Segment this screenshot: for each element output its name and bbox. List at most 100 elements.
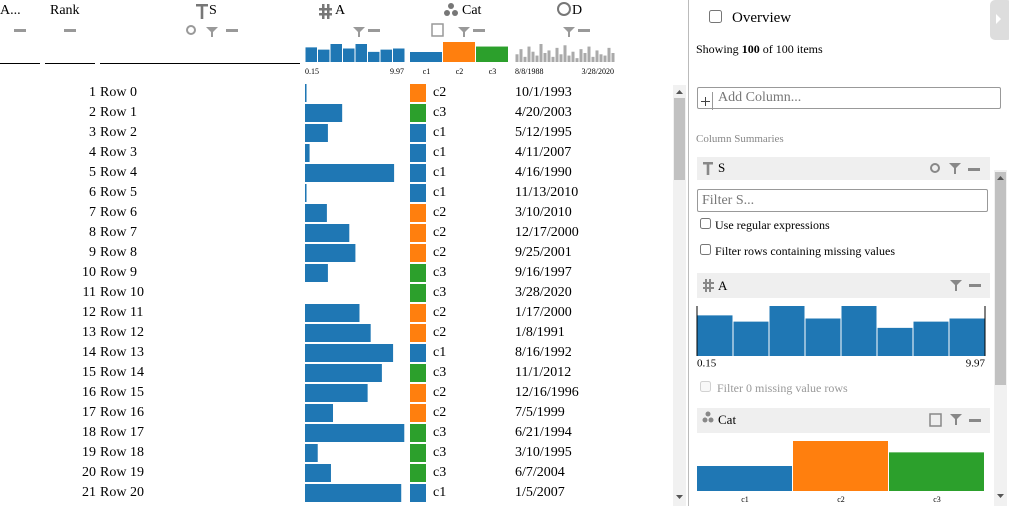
cat-swatch — [410, 224, 426, 242]
hist-bar — [913, 321, 949, 356]
hist-bar — [519, 49, 523, 62]
cat-swatch — [410, 444, 426, 462]
hist-bar — [559, 54, 563, 62]
a-bar — [305, 144, 310, 162]
overview[interactable]: Overview — [709, 10, 791, 27]
a-bar — [305, 364, 382, 382]
rank: 3 — [89, 125, 96, 140]
cat-swatch — [410, 144, 426, 162]
col-header[interactable]: A... — [0, 3, 21, 18]
row-label: Row 9 — [100, 265, 137, 280]
add-column[interactable]: Add Column... — [697, 87, 1001, 110]
a-min: 0.15 — [305, 67, 319, 76]
rank: 5 — [89, 165, 96, 180]
regex-option[interactable]: Use regular expressions — [700, 218, 830, 233]
missing-a: Filter 0 missing value rows — [700, 381, 848, 396]
row-label: Row 12 — [100, 325, 144, 340]
rank: 7 — [89, 205, 96, 220]
cat-label: c1 — [423, 67, 431, 76]
hist-bar — [330, 44, 342, 62]
hist-bar — [575, 58, 579, 62]
cat-bar — [443, 42, 475, 62]
rank: 6 — [89, 185, 96, 200]
date: 6/7/2004 — [515, 465, 565, 480]
label: Use regular expressions — [715, 218, 830, 232]
cat-value: c1 — [433, 165, 446, 180]
a-bar — [305, 344, 394, 362]
count: 100 — [741, 42, 760, 56]
col-header[interactable]: D — [572, 3, 582, 18]
cat-value: c1 — [433, 185, 446, 200]
hist-bar — [583, 53, 587, 62]
a-max: 9.97 — [390, 67, 404, 76]
col-header[interactable]: Rank — [50, 3, 80, 18]
row-label: Row 17 — [100, 425, 144, 440]
panel-scroll-thumb[interactable] — [995, 172, 1006, 385]
hist-bar — [523, 56, 527, 62]
a-bar — [305, 184, 307, 202]
hist-bar — [318, 49, 330, 62]
hist-bar — [567, 55, 571, 62]
a-bar — [305, 464, 331, 482]
date: 4/16/1990 — [515, 165, 572, 180]
cat-value: c3 — [433, 425, 446, 440]
date: 6/21/1994 — [515, 425, 572, 440]
cat-bar — [697, 466, 792, 491]
col-header[interactable]: S — [209, 3, 217, 18]
date: 8/16/1992 — [515, 345, 572, 360]
a-bar — [305, 424, 405, 442]
scrollbar[interactable] — [673, 85, 686, 506]
checkbox[interactable] — [700, 244, 711, 255]
date: 12/17/2000 — [515, 225, 579, 240]
hist-bar — [877, 327, 913, 356]
a-bar — [305, 104, 343, 122]
cat-swatch — [410, 464, 426, 482]
col-header[interactable]: A — [335, 3, 346, 18]
cat-swatch — [410, 324, 426, 342]
a-bar — [305, 124, 328, 142]
rank: 2 — [89, 105, 96, 120]
hist-bar — [697, 315, 733, 356]
missing-option[interactable]: Filter rows containing missing values — [700, 244, 895, 259]
date: 1/8/1991 — [515, 325, 565, 340]
date: 3/10/2010 — [515, 205, 572, 220]
hist-bar — [595, 50, 599, 62]
rank: 15 — [82, 365, 96, 380]
hist-bar — [380, 49, 392, 62]
cat-swatch — [410, 84, 426, 102]
date: 11/1/2012 — [515, 365, 571, 380]
col-header[interactable]: Cat — [462, 3, 482, 18]
filter-input[interactable]: Filter S... — [697, 189, 988, 212]
plus[interactable] — [698, 92, 713, 110]
cat-value: c3 — [433, 445, 446, 460]
hist-bar — [733, 321, 769, 356]
scroll-thumb[interactable] — [674, 98, 685, 180]
checkbox[interactable] — [700, 218, 711, 229]
row-label: Row 6 — [100, 205, 137, 220]
a-title: A — [718, 278, 728, 293]
a-max: 9.97 — [966, 358, 986, 370]
a-bar — [305, 204, 327, 222]
cat-swatch — [410, 424, 426, 442]
row-label: Row 7 — [100, 225, 137, 240]
cat-value: c1 — [433, 125, 446, 140]
cat-value: c1 — [433, 485, 446, 500]
cat-value: c3 — [433, 465, 446, 480]
cat-swatch — [410, 344, 426, 362]
cat-bar — [476, 46, 508, 62]
t: Showing — [696, 42, 739, 56]
rank: 14 — [82, 345, 96, 360]
overview-checkbox[interactable] — [709, 10, 722, 23]
hist-bar — [611, 53, 615, 62]
cat-label: c2 — [456, 67, 464, 76]
rank: 12 — [82, 305, 96, 320]
cat-value: c2 — [433, 85, 446, 100]
hist-bar — [531, 51, 535, 62]
rank: 21 — [82, 485, 96, 500]
rank: 10 — [82, 265, 96, 280]
row-label: Row 10 — [100, 285, 144, 300]
add-column-placeholder: Add Column... — [718, 90, 802, 105]
rank: 13 — [82, 325, 96, 340]
cat-label: c1 — [741, 495, 749, 504]
cat-value: c1 — [433, 345, 446, 360]
